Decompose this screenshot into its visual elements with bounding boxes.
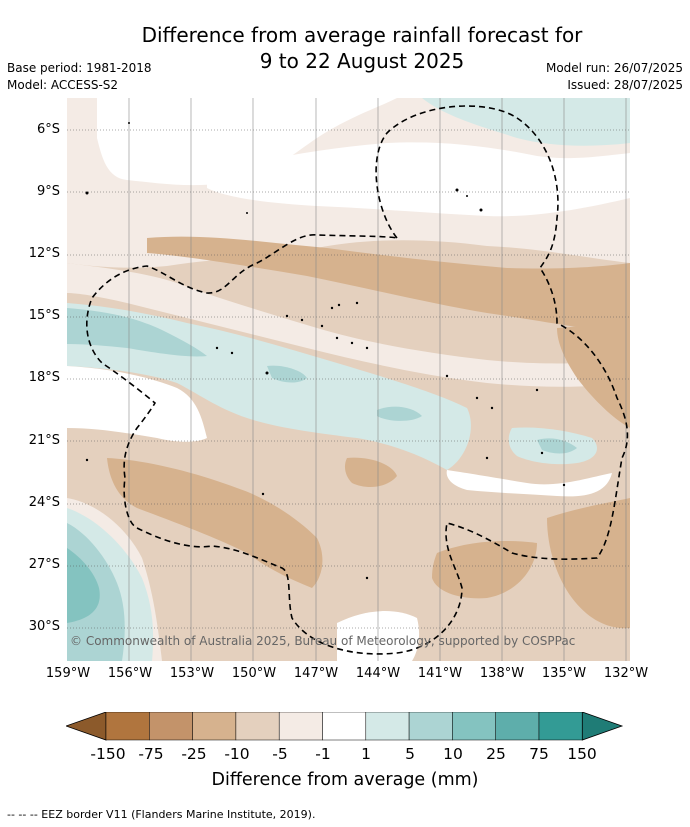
colorbar-seg-minus5 xyxy=(278,712,323,741)
cbar-label-minus1: -1 xyxy=(315,745,331,763)
colorbar-seg-minus25 xyxy=(192,712,237,741)
title-line-1: Difference from average rainfall forecas… xyxy=(141,23,583,47)
anomaly-plus-topright xyxy=(422,98,630,146)
issued-date: Issued: 28/07/2025 xyxy=(567,78,683,92)
lon-label-141w: 141°W xyxy=(417,666,463,681)
anomaly-white-mid xyxy=(67,366,207,442)
colorbar-seg-minus75 xyxy=(149,712,193,741)
colorbar xyxy=(66,712,624,741)
map-title: Difference from average rainfall forecas… xyxy=(0,22,690,74)
eez-legend-note: -- -- -- EEZ border V11 (Flanders Marine… xyxy=(7,808,316,821)
cbar-label-plus150: 150 xyxy=(567,745,597,763)
colorbar-seg-minus10 xyxy=(235,712,280,741)
lon-label-153w: 153°W xyxy=(169,666,215,681)
anomaly-brown-spot xyxy=(344,457,397,488)
cbar-label-minus25: -25 xyxy=(181,745,207,763)
eez-border-north xyxy=(86,105,629,655)
lon-label-144w: 144°W xyxy=(355,666,401,681)
model-run: Model run: 26/07/2025 xyxy=(545,61,683,75)
anomaly-brown-right-upper xyxy=(557,323,630,428)
colorbar-seg-plus1 xyxy=(365,712,410,741)
meta-left: Base period: 1981-2018 Model: ACCESS-S2 xyxy=(7,60,152,94)
eez-borders xyxy=(86,105,629,655)
lon-label-132w: 132°W xyxy=(603,666,649,681)
cbar-label-plus10: 10 xyxy=(443,745,463,763)
lat-label-27s: 27°S xyxy=(28,557,60,572)
colorbar-arrow-left xyxy=(66,712,107,741)
lon-label-156w: 156°W xyxy=(107,666,153,681)
colorbar-seg-plus10 xyxy=(452,712,496,741)
anomaly-white-top xyxy=(97,98,397,186)
island-markers xyxy=(85,122,566,580)
cbar-label-minus10: -10 xyxy=(224,745,250,763)
meridian-lines xyxy=(128,98,627,661)
title-line-2: 9 to 22 August 2025 xyxy=(259,49,465,73)
anomaly-plus5-spot2 xyxy=(377,406,422,421)
cbar-label-plus75: 75 xyxy=(529,745,549,763)
lat-label-15s: 15°S xyxy=(28,308,60,323)
cbar-label-minus5: -5 xyxy=(272,745,288,763)
lat-label-30s: 30°S xyxy=(28,619,60,634)
meta-right: Model run: 26/07/2025 Issued: 28/07/2025 xyxy=(546,60,683,94)
cbar-label-minus150: -150 xyxy=(90,745,126,763)
lat-label-6s: 6°S xyxy=(36,122,60,137)
lon-label-150w: 150°W xyxy=(231,666,277,681)
colorbar-seg-minus150 xyxy=(105,712,150,741)
lat-label-9s: 9°S xyxy=(36,184,60,199)
lon-label-159w: 159°W xyxy=(45,666,91,681)
lon-label-135w: 135°W xyxy=(541,666,587,681)
anomaly-plus5-right xyxy=(537,438,577,454)
colorbar-seg-zero xyxy=(322,712,367,741)
anomaly-light-band-2 xyxy=(67,263,630,387)
anomaly-plus5-core xyxy=(67,308,207,357)
anomaly-white-topcenter xyxy=(207,142,630,217)
lat-label-12s: 12°S xyxy=(28,246,60,261)
cbar-label-plus25: 25 xyxy=(486,745,506,763)
lat-label-24s: 24°S xyxy=(28,495,60,510)
colorbar-title: Difference from average (mm) xyxy=(211,770,479,790)
lat-label-21s: 21°S xyxy=(28,433,60,448)
base-period: Base period: 1981-2018 xyxy=(7,61,152,75)
colorbar-seg-plus75 xyxy=(538,712,583,741)
grid-lines xyxy=(67,129,630,629)
colorbar-seg-plus25 xyxy=(495,712,540,741)
anomaly-brown-band-1 xyxy=(147,236,630,333)
lon-label-147w: 147°W xyxy=(293,666,339,681)
colorbar-arrow-right xyxy=(581,712,624,741)
anomaly-brown-right xyxy=(547,498,630,629)
cbar-label-plus5: 5 xyxy=(405,745,415,763)
model-name: Model: ACCESS-S2 xyxy=(7,78,119,92)
cbar-label-plus1: 1 xyxy=(361,745,371,763)
anomaly-plus10-sw xyxy=(67,548,100,623)
anomaly-brown-spot2 xyxy=(432,541,537,599)
copyright-notice: © Commonwealth of Australia 2025, Bureau… xyxy=(70,634,576,648)
anomaly-plus5-spot xyxy=(267,365,307,383)
cbar-label-minus75: -75 xyxy=(138,745,164,763)
colorbar-seg-plus5 xyxy=(408,712,453,741)
lat-label-18s: 18°S xyxy=(28,370,60,385)
anomaly-brown-band-3 xyxy=(107,458,323,588)
rainfall-anomaly-map xyxy=(67,98,630,661)
lon-label-138w: 138°W xyxy=(479,666,525,681)
anomaly-white-mid2 xyxy=(446,470,612,497)
